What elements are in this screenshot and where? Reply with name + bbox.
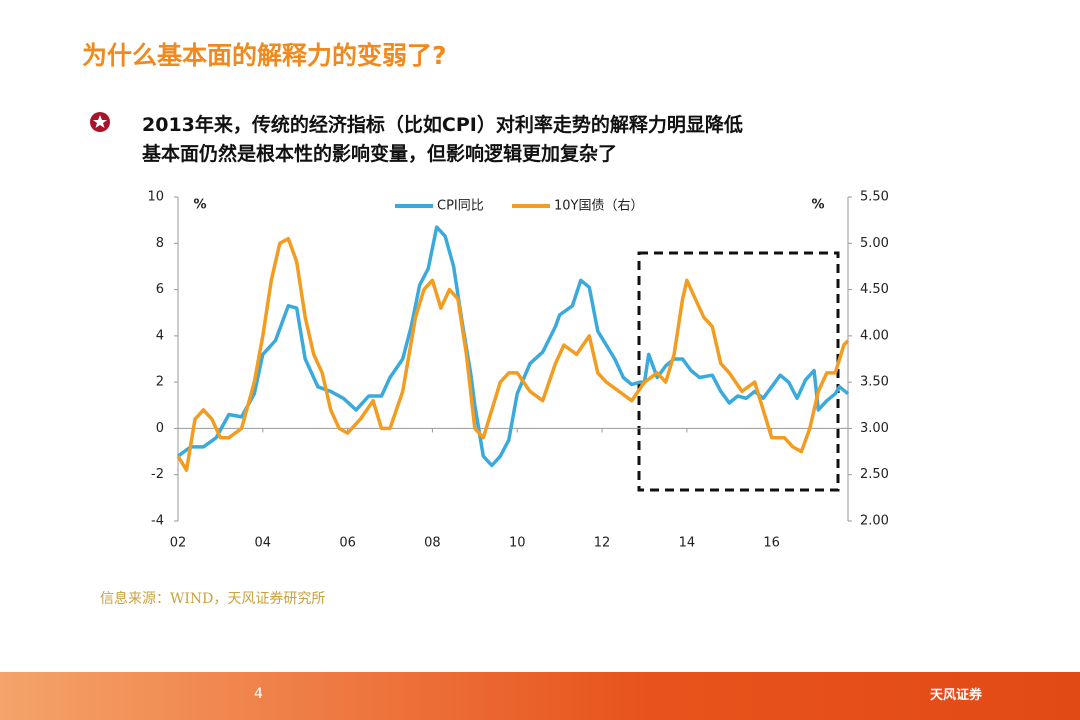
x-tick-label: 14 [679, 536, 696, 551]
y-tick-label: 0 [156, 421, 164, 436]
slide-title: 为什么基本面的解释力的变弱了? [82, 41, 447, 70]
bullet-text: 基本面仍然是根本性的影响变量，但影响逻辑更加复杂了 [142, 143, 618, 165]
line-series [176, 236, 850, 472]
y2-tick-label: 2.50 [860, 467, 889, 482]
y-tick-label: -4 [151, 514, 164, 529]
source: 信息来源：WIND，天风证券研究所 [100, 591, 326, 607]
y2-tick-label: 5.00 [860, 236, 889, 251]
x-tick-label: 04 [255, 536, 272, 551]
page-number: 4 [254, 686, 263, 702]
y-tick-label: 4 [156, 328, 164, 343]
legend-label: CPI同比 [437, 199, 484, 214]
x-tick-label: 06 [339, 536, 356, 551]
y-tick-label: 6 [156, 282, 164, 297]
y-tick-label: -2 [151, 467, 164, 482]
x-tick-label: 08 [424, 536, 441, 551]
y2-tick-label: 4.50 [860, 282, 889, 297]
bullet-text: 2013年来，传统的经济指标（比如CPI）对利率走势的解释力明显降低 [142, 114, 743, 136]
y2-tick-label: 2.00 [860, 514, 889, 529]
logo: 天风证券 [930, 688, 983, 703]
footer-bar [0, 672, 1080, 720]
x-tick-label: 12 [594, 536, 611, 551]
y2-tick-label: 3.50 [860, 375, 889, 390]
bullet-icon [90, 112, 110, 132]
highlight-box [637, 251, 840, 492]
y-tick-label: 8 [156, 236, 164, 251]
y-tick-label: 2 [156, 375, 164, 390]
chart: -4-202468102.002.503.003.504.004.505.005… [147, 190, 889, 551]
y-tick-label: 10 [147, 190, 164, 205]
y2-tick-label: 3.00 [860, 421, 889, 436]
y2-tick-label: 4.00 [860, 328, 889, 343]
y2-unit: % [811, 198, 824, 213]
y2-tick-label: 5.50 [860, 190, 889, 205]
x-tick-label: 10 [509, 536, 526, 551]
y-unit: % [193, 198, 206, 213]
x-tick-label: 02 [170, 536, 187, 551]
x-tick-label: 16 [763, 536, 780, 551]
legend-label: 10Y国债（右） [554, 199, 643, 214]
line-series [176, 225, 850, 468]
